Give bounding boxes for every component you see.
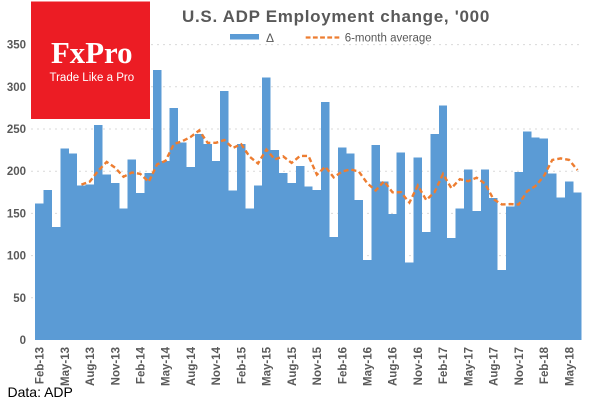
svg-text:Nov-17: Nov-17 (514, 347, 526, 385)
svg-text:Δ: Δ (266, 31, 274, 45)
svg-text:Nov-16: Nov-16 (413, 347, 425, 385)
svg-text:Feb-17: Feb-17 (438, 347, 450, 384)
svg-text:Aug-15: Aug-15 (287, 346, 299, 386)
svg-text:0: 0 (20, 335, 26, 347)
svg-text:Nov-15: Nov-15 (312, 346, 324, 385)
svg-text:150: 150 (7, 208, 26, 220)
svg-text:6-month average: 6-month average (345, 33, 432, 45)
svg-text:Aug-16: Aug-16 (388, 347, 400, 386)
svg-text:Feb-18: Feb-18 (539, 346, 551, 384)
svg-text:250: 250 (7, 124, 26, 136)
svg-text:U.S. ADP Employment change, '0: U.S. ADP Employment change, '000 (182, 7, 490, 26)
svg-text:Feb-14: Feb-14 (136, 346, 148, 384)
svg-text:May-15: May-15 (262, 346, 274, 386)
svg-text:FxPro: FxPro (51, 36, 133, 70)
svg-text:100: 100 (7, 251, 26, 263)
svg-text:Feb-16: Feb-16 (337, 347, 349, 384)
svg-text:Feb-15: Feb-15 (236, 346, 248, 384)
svg-text:May-14: May-14 (161, 346, 173, 386)
svg-text:Nov-13: Nov-13 (110, 347, 122, 385)
svg-text:Aug-14: Aug-14 (186, 346, 198, 386)
svg-text:50: 50 (13, 293, 26, 305)
svg-text:May-17: May-17 (463, 347, 475, 386)
svg-text:Nov-14: Nov-14 (211, 346, 223, 385)
svg-text:Aug-17: Aug-17 (489, 347, 501, 386)
svg-text:Feb-13: Feb-13 (35, 347, 47, 384)
svg-text:May-18: May-18 (564, 346, 576, 386)
svg-text:350: 350 (7, 40, 26, 52)
svg-text:Aug-13: Aug-13 (85, 347, 97, 386)
svg-text:Trade Like a Pro: Trade Like a Pro (50, 72, 135, 84)
svg-text:300: 300 (7, 82, 26, 94)
svg-text:May-16: May-16 (363, 347, 375, 386)
svg-text:200: 200 (7, 166, 26, 178)
svg-text:May-13: May-13 (60, 347, 72, 386)
svg-text:Data: ADP: Data: ADP (8, 384, 73, 400)
